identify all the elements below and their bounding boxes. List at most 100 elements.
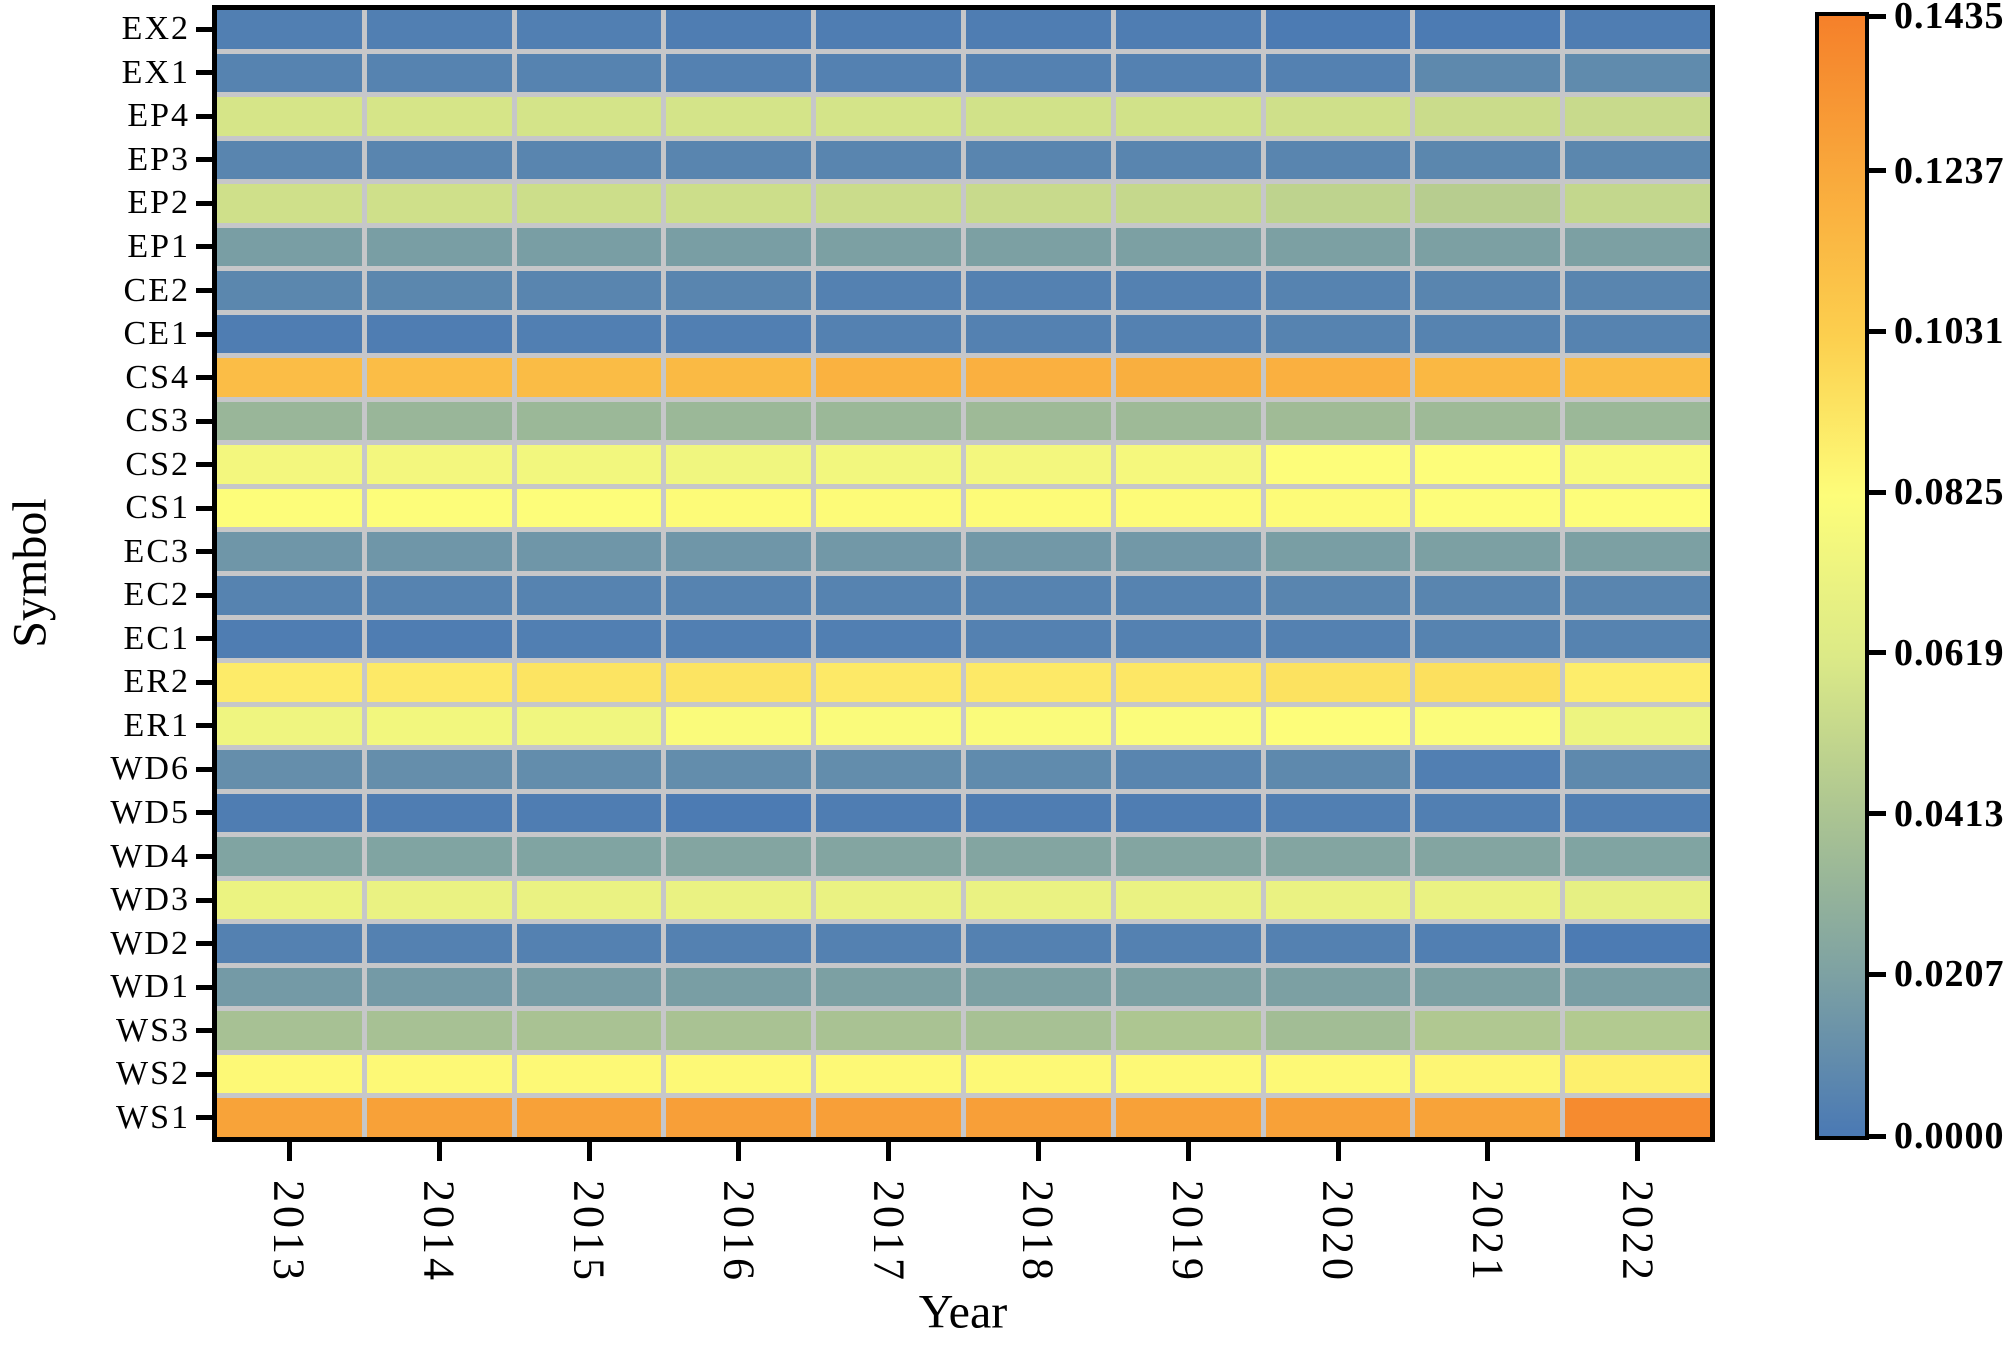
heatmap-cell	[217, 575, 362, 615]
heatmap-cell	[816, 10, 961, 49]
heatmap-cell	[366, 445, 512, 484]
heatmap-cell	[816, 184, 961, 223]
heatmap-cell	[1115, 97, 1261, 136]
heatmap-cell	[816, 880, 961, 920]
heatmap-cell	[1265, 140, 1411, 180]
heatmap-cell	[217, 1098, 362, 1137]
heatmap-cell	[1415, 184, 1561, 223]
y-tick-label: WD3	[110, 881, 190, 919]
heatmap-cell	[1565, 880, 1710, 920]
heatmap-cell	[1115, 358, 1261, 397]
heatmap-cell	[1415, 227, 1561, 267]
heatmap-cell	[966, 10, 1111, 49]
y-tick-mark	[196, 244, 213, 250]
heatmap-cell	[1415, 750, 1561, 789]
heatmap-cell	[366, 532, 512, 571]
heatmap-cell	[366, 793, 512, 833]
heatmap-cell	[1265, 314, 1411, 354]
heatmap-cell	[666, 140, 812, 180]
heatmap-cell	[966, 314, 1111, 354]
heatmap-cell	[516, 488, 662, 528]
heatmap-cell	[666, 488, 812, 528]
heatmap-cell	[1415, 314, 1561, 354]
heatmap-cell	[816, 358, 961, 397]
heatmap-cell	[1415, 575, 1561, 615]
heatmap-cell	[1265, 271, 1411, 310]
y-tick-label: WS2	[116, 1055, 190, 1093]
y-tick-mark	[196, 375, 213, 381]
heatmap-cell	[217, 314, 362, 354]
y-tick-mark	[196, 505, 213, 511]
y-tick-mark	[196, 331, 213, 337]
heatmap-cell	[1565, 1011, 1710, 1050]
heatmap-cell	[516, 793, 662, 833]
heatmap-cell	[966, 184, 1111, 223]
heatmap-cell	[217, 227, 362, 267]
colorbar-tick-mark	[1869, 489, 1886, 495]
heatmap-cell	[966, 488, 1111, 528]
x-tick-mark	[1035, 1142, 1041, 1161]
heatmap-cell	[516, 10, 662, 49]
heatmap-cell	[816, 750, 961, 789]
heatmap-cell	[366, 10, 512, 49]
heatmap-cell	[966, 445, 1111, 484]
x-tick-label: 2020	[1313, 1180, 1363, 1284]
y-tick-label: EP3	[127, 140, 190, 178]
heatmap-cell	[966, 793, 1111, 833]
heatmap-cell	[816, 488, 961, 528]
heatmap-cell	[666, 793, 812, 833]
y-tick-mark	[196, 592, 213, 598]
heatmap-cell	[1415, 1011, 1561, 1050]
heatmap-cell	[1415, 53, 1561, 93]
x-tick-mark	[1485, 1142, 1491, 1161]
y-tick-mark	[196, 984, 213, 990]
heatmap-cell	[1265, 924, 1411, 963]
heatmap-cell	[217, 445, 362, 484]
heatmap-cell	[666, 445, 812, 484]
heatmap-cell	[1265, 619, 1411, 659]
colorbar-tick-mark	[1869, 13, 1886, 19]
heatmap-cell	[1415, 967, 1561, 1007]
heatmap-cell	[966, 663, 1111, 702]
heatmap-cell	[217, 880, 362, 920]
heatmap-cell	[217, 663, 362, 702]
heatmap-cell	[1115, 837, 1261, 876]
heatmap-cell	[1415, 619, 1561, 659]
heatmap-cell	[1115, 706, 1261, 746]
x-tick-mark	[886, 1142, 892, 1161]
heatmap-cell	[1115, 967, 1261, 1007]
heatmap-cell	[816, 1098, 961, 1137]
heatmap-cell	[1565, 793, 1710, 833]
heatmap-cell	[1115, 750, 1261, 789]
heatmap-cell	[366, 358, 512, 397]
heatmap-cell	[1415, 1098, 1561, 1137]
x-tick-mark	[736, 1142, 742, 1161]
y-tick-label: WS3	[116, 1011, 190, 1049]
heatmap-cell	[516, 1054, 662, 1094]
heatmap-cell	[1415, 10, 1561, 49]
heatmap-cell	[666, 619, 812, 659]
heatmap-cell	[1415, 532, 1561, 571]
heatmap-cell	[1265, 880, 1411, 920]
heatmap-cell	[1565, 750, 1710, 789]
heatmap-cell	[966, 140, 1111, 180]
heatmap-cell	[1265, 184, 1411, 223]
heatmap-cell	[217, 793, 362, 833]
heatmap-cell	[217, 750, 362, 789]
heatmap-cell	[1115, 924, 1261, 963]
heatmap-cell	[1265, 1098, 1411, 1137]
colorbar-tick-label: 0.0619	[1894, 631, 2005, 674]
y-tick-label: EC1	[123, 619, 190, 657]
heatmap-cell	[1115, 532, 1261, 571]
heatmap-cell	[816, 53, 961, 93]
heatmap-cell	[366, 880, 512, 920]
heatmap-cell	[516, 750, 662, 789]
y-tick-mark	[196, 810, 213, 816]
y-tick-label: WD6	[110, 750, 190, 788]
y-tick-label: EX1	[121, 53, 190, 91]
y-tick-mark	[196, 766, 213, 772]
y-tick-mark	[196, 1071, 213, 1077]
y-tick-label: CS4	[125, 358, 190, 396]
y-tick-label: CS1	[125, 489, 190, 527]
heatmap-cell	[1265, 97, 1411, 136]
